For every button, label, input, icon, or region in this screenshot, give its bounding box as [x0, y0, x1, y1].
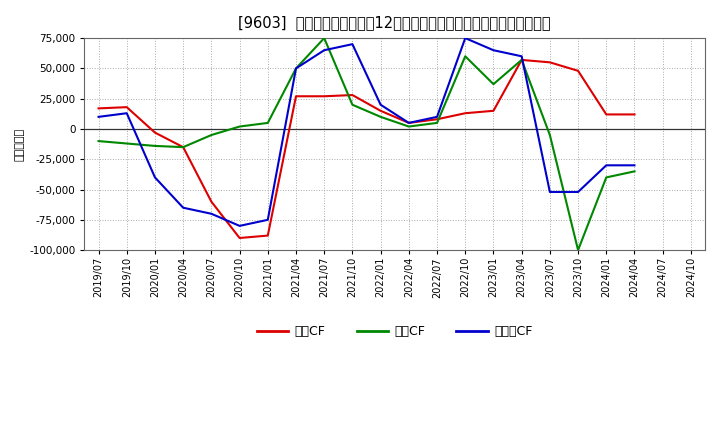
フリーCF: [320, 48, 328, 53]
フリーCF: [489, 48, 498, 53]
投賄CF: [602, 175, 611, 180]
投賄CF: [320, 36, 328, 41]
フリーCF: [348, 41, 356, 47]
営業CF: [602, 112, 611, 117]
営業CF: [574, 68, 582, 73]
営業CF: [150, 130, 159, 135]
フリーCF: [235, 223, 244, 228]
フリーCF: [602, 163, 611, 168]
フリーCF: [377, 102, 385, 107]
投賄CF: [574, 247, 582, 253]
営業CF: [292, 94, 300, 99]
Title: [9603]  キャッシュフローの12か月移動合計の対前年同期増減額の推移: [9603] キャッシュフローの12か月移動合計の対前年同期増減額の推移: [238, 15, 551, 30]
投賄CF: [348, 102, 356, 107]
営業CF: [489, 108, 498, 114]
Y-axis label: （百万円）: （百万円）: [15, 128, 25, 161]
フリーCF: [574, 189, 582, 194]
営業CF: [348, 92, 356, 98]
Line: フリーCF: フリーCF: [99, 38, 634, 226]
営業CF: [235, 235, 244, 241]
投賄CF: [405, 124, 413, 129]
フリーCF: [630, 163, 639, 168]
フリーCF: [433, 114, 441, 120]
営業CF: [461, 110, 469, 116]
フリーCF: [94, 114, 103, 120]
投賄CF: [546, 132, 554, 138]
フリーCF: [546, 189, 554, 194]
Line: 営業CF: 営業CF: [99, 60, 634, 238]
フリーCF: [461, 36, 469, 41]
営業CF: [433, 117, 441, 122]
フリーCF: [518, 54, 526, 59]
フリーCF: [292, 66, 300, 71]
営業CF: [630, 112, 639, 117]
営業CF: [405, 120, 413, 125]
投賄CF: [292, 66, 300, 71]
営業CF: [179, 144, 187, 150]
フリーCF: [264, 217, 272, 223]
フリーCF: [405, 120, 413, 125]
投賄CF: [94, 139, 103, 144]
フリーCF: [122, 110, 131, 116]
投賄CF: [122, 141, 131, 146]
フリーCF: [150, 175, 159, 180]
投賄CF: [518, 57, 526, 62]
フリーCF: [179, 205, 187, 210]
営業CF: [264, 233, 272, 238]
投賄CF: [179, 144, 187, 150]
投賄CF: [489, 81, 498, 87]
投賄CF: [235, 124, 244, 129]
投賄CF: [433, 120, 441, 125]
営業CF: [546, 60, 554, 65]
投賄CF: [630, 169, 639, 174]
Legend: 営業CF, 投賄CF, フリーCF: 営業CF, 投賄CF, フリーCF: [252, 320, 537, 343]
投賄CF: [264, 120, 272, 125]
営業CF: [320, 94, 328, 99]
営業CF: [207, 199, 216, 204]
営業CF: [122, 105, 131, 110]
営業CF: [94, 106, 103, 111]
フリーCF: [207, 211, 216, 216]
投賄CF: [461, 54, 469, 59]
営業CF: [377, 108, 385, 114]
投賄CF: [377, 114, 385, 120]
営業CF: [518, 57, 526, 62]
投賄CF: [207, 132, 216, 138]
投賄CF: [150, 143, 159, 149]
Line: 投賄CF: 投賄CF: [99, 38, 634, 250]
